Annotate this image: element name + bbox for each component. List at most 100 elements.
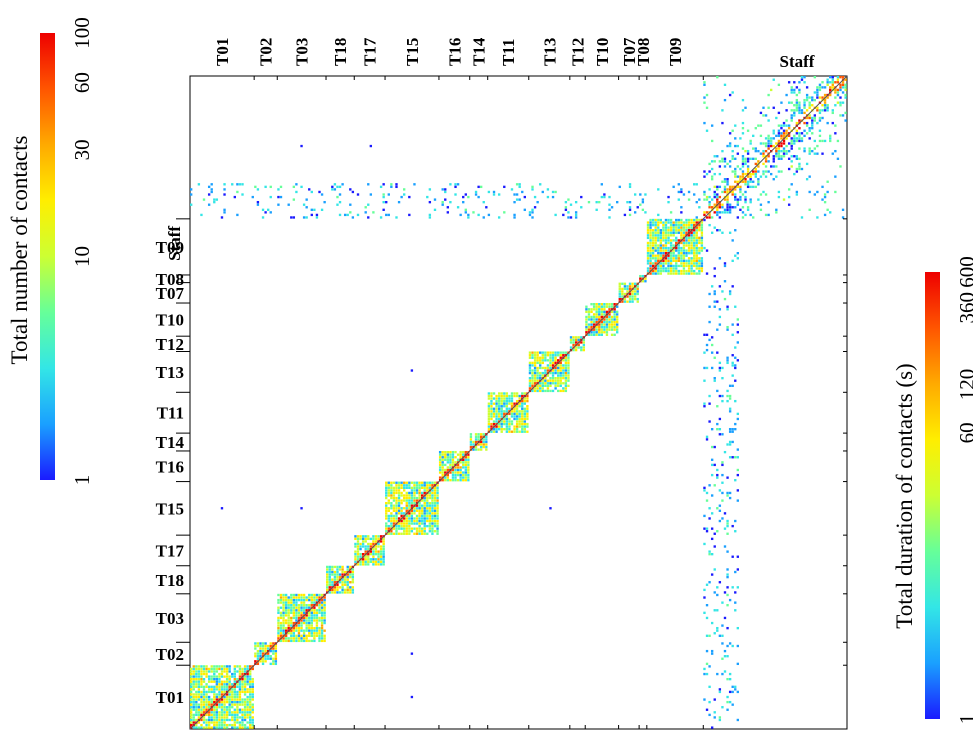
heatmap-cell <box>682 239 686 242</box>
heatmap-cell <box>508 420 511 423</box>
heatmap-cell <box>713 445 716 449</box>
colorbar-duration: Total duration of contacts (s) 160120360… <box>892 256 973 724</box>
heatmap-cell <box>433 512 437 515</box>
heatmap-cell <box>736 152 739 155</box>
heatmap-cell <box>433 499 437 502</box>
heatmap-cell <box>243 726 247 729</box>
heatmap-cell <box>495 399 498 403</box>
heatmap-cell <box>326 565 329 569</box>
heatmap-cell <box>346 573 349 576</box>
heatmap-cell <box>772 78 775 81</box>
heatmap-cell <box>736 216 739 219</box>
heatmap-cell <box>592 323 596 326</box>
heatmap-cell <box>831 83 834 86</box>
heatmap-cell <box>225 713 229 717</box>
heatmap-cell <box>623 292 627 296</box>
heatmap-cell <box>431 514 434 518</box>
heatmap-cell <box>292 614 296 617</box>
heatmap-cell <box>261 644 265 648</box>
heatmap-cell <box>564 206 568 209</box>
heatmap-cell <box>708 223 711 227</box>
heatmap-cell <box>564 389 568 393</box>
heatmap-cell <box>795 86 799 89</box>
heatmap-cell <box>695 236 698 240</box>
heatmap-cell <box>659 244 663 247</box>
heatmap-cell <box>438 463 442 467</box>
heatmap-cell <box>282 604 285 607</box>
heatmap-cell <box>610 328 614 331</box>
heatmap-cell <box>554 356 557 359</box>
heatmap-cell <box>390 484 393 487</box>
heatmap-cell <box>351 190 355 194</box>
heatmap-cell <box>677 249 680 252</box>
heatmap-cell <box>533 356 537 359</box>
heatmap-cell <box>818 139 822 143</box>
heatmap-cell <box>400 522 403 525</box>
heatmap-cell <box>759 134 763 138</box>
heatmap-cell <box>726 180 729 183</box>
heatmap-cell <box>539 359 542 362</box>
heatmap-cell <box>533 195 537 199</box>
heatmap-cell <box>513 430 516 433</box>
heatmap-cell <box>400 512 403 515</box>
heatmap-cell <box>705 491 709 495</box>
heatmap-cell <box>546 354 550 357</box>
left-group-label: Staff <box>165 226 184 261</box>
heatmap-cell <box>397 507 401 510</box>
heatmap-cell <box>521 405 524 408</box>
heatmap-cell <box>436 489 439 492</box>
heatmap-cell <box>826 121 829 125</box>
heatmap-cell <box>487 392 491 395</box>
heatmap-cell <box>295 593 298 597</box>
heatmap-cell <box>274 660 278 663</box>
heatmap-cell <box>433 481 437 484</box>
heatmap-cell <box>736 417 739 421</box>
heatmap-cell <box>844 78 847 81</box>
heatmap-cell <box>654 259 657 263</box>
heatmap-cell <box>433 489 437 492</box>
heatmap-cell <box>834 124 837 127</box>
heatmap-cell <box>610 323 614 326</box>
heatmap-cell <box>426 519 429 523</box>
heatmap-cell <box>287 626 290 630</box>
heatmap-cell <box>726 178 729 181</box>
heatmap-cell <box>213 698 216 701</box>
heatmap-cell <box>610 318 614 321</box>
heatmap-cell <box>703 489 706 492</box>
heatmap-cell <box>195 723 198 727</box>
heatmap-cell <box>710 458 714 461</box>
heatmap-cell <box>695 231 698 234</box>
heatmap-cell <box>220 716 224 719</box>
heatmap-cell <box>795 129 799 132</box>
heatmap-cell <box>431 494 434 497</box>
heatmap-cell <box>495 405 498 408</box>
heatmap-cell <box>728 290 732 293</box>
heatmap-cell <box>308 639 311 643</box>
heatmap-cell <box>675 231 678 234</box>
heatmap-cell <box>223 718 226 722</box>
heatmap-cell <box>444 458 447 461</box>
heatmap-cell <box>836 88 840 92</box>
heatmap-cell <box>243 665 247 668</box>
heatmap-cell <box>680 211 683 214</box>
heatmap-cell <box>790 183 793 186</box>
heatmap-cell <box>734 193 737 196</box>
heatmap-cell <box>500 399 503 403</box>
heatmap-cell <box>659 234 663 237</box>
heatmap-cell <box>490 430 493 433</box>
heatmap-cell <box>395 491 398 495</box>
heatmap-cell <box>223 183 226 186</box>
heatmap-cell <box>441 458 444 461</box>
heatmap-cell <box>710 553 714 556</box>
heatmap-cell <box>693 246 696 250</box>
heatmap-cell <box>497 394 501 398</box>
heatmap-cell <box>580 195 583 199</box>
heatmap-cell <box>592 315 596 319</box>
heatmap-cell <box>829 76 832 79</box>
heatmap-cell <box>803 106 806 109</box>
heatmap-cell <box>290 593 293 597</box>
heatmap-cell <box>698 206 701 209</box>
heatmap-cell <box>644 280 647 283</box>
heatmap-cell <box>336 568 339 571</box>
heatmap-cell <box>195 672 198 676</box>
